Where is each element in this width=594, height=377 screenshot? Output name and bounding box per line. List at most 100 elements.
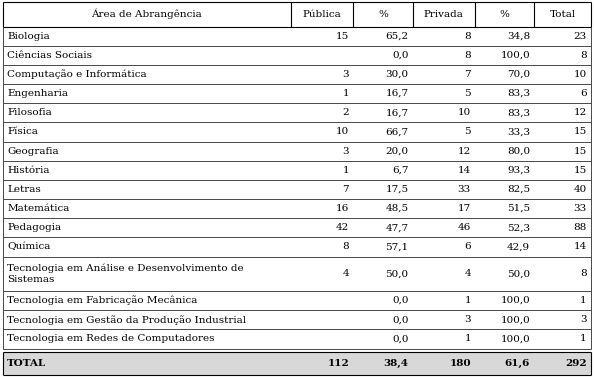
Text: 48,5: 48,5 [386,204,409,213]
Text: Área de Abrangência: Área de Abrangência [91,9,203,20]
Text: Tecnologia em Análise e Desenvolvimento de: Tecnologia em Análise e Desenvolvimento … [7,264,244,273]
Text: 51,5: 51,5 [507,204,530,213]
Text: Sistemas: Sistemas [7,274,55,284]
Text: Privada: Privada [424,10,464,19]
Text: 3: 3 [465,315,471,324]
Text: 33: 33 [458,185,471,194]
Text: 83,3: 83,3 [507,89,530,98]
Text: 8: 8 [580,51,587,60]
Text: Química: Química [7,242,50,251]
Text: 7: 7 [343,185,349,194]
Text: 12: 12 [458,147,471,156]
Text: 93,3: 93,3 [507,166,530,175]
Text: 0,0: 0,0 [392,51,409,60]
Text: 10: 10 [458,108,471,117]
Text: 50,0: 50,0 [386,269,409,278]
Text: 6: 6 [465,242,471,251]
Text: 8: 8 [343,242,349,251]
Text: 15: 15 [574,147,587,156]
Text: 3: 3 [343,147,349,156]
Text: 88: 88 [574,223,587,232]
Text: 83,3: 83,3 [507,108,530,117]
Text: 0,0: 0,0 [392,296,409,305]
Text: Pedagogia: Pedagogia [7,223,61,232]
Text: 1: 1 [465,296,471,305]
Text: 6,7: 6,7 [392,166,409,175]
Text: 15: 15 [574,166,587,175]
Text: 0,0: 0,0 [392,315,409,324]
Text: Engenharia: Engenharia [7,89,68,98]
Text: Tecnologia em Redes de Computadores: Tecnologia em Redes de Computadores [7,334,214,343]
Text: %: % [378,10,388,19]
Text: 0,0: 0,0 [392,334,409,343]
Text: Matemática: Matemática [7,204,69,213]
Text: 100,0: 100,0 [500,334,530,343]
Text: 34,8: 34,8 [507,32,530,41]
Text: 14: 14 [574,242,587,251]
Text: 10: 10 [336,127,349,136]
Text: 1: 1 [580,296,587,305]
Text: 6: 6 [580,89,587,98]
Text: 47,7: 47,7 [386,223,409,232]
Text: 23: 23 [574,32,587,41]
Text: Tecnologia em Gestão da Produção Industrial: Tecnologia em Gestão da Produção Industr… [7,315,247,325]
Text: 1: 1 [580,334,587,343]
Text: Geografia: Geografia [7,147,59,156]
Text: 5: 5 [465,127,471,136]
Text: 65,2: 65,2 [386,32,409,41]
Text: Computação e Informática: Computação e Informática [7,70,147,79]
Text: 112: 112 [327,359,349,368]
Text: Letras: Letras [7,185,41,194]
Text: 100,0: 100,0 [500,315,530,324]
Text: %: % [500,10,510,19]
Text: 12: 12 [574,108,587,117]
Text: Total: Total [549,10,576,19]
Text: Filosofia: Filosofia [7,108,52,117]
Text: 2: 2 [343,108,349,117]
Text: 57,1: 57,1 [386,242,409,251]
Text: 1: 1 [343,89,349,98]
Text: 50,0: 50,0 [507,269,530,278]
Bar [3,352,591,375]
Text: 4: 4 [465,269,471,278]
Text: 40: 40 [574,185,587,194]
Text: TOTAL: TOTAL [7,359,46,368]
Text: 16,7: 16,7 [386,89,409,98]
Text: 4: 4 [343,269,349,278]
Text: 17,5: 17,5 [386,185,409,194]
Text: 52,3: 52,3 [507,223,530,232]
Text: Ciências Sociais: Ciências Sociais [7,51,92,60]
Text: 7: 7 [465,70,471,79]
Text: 80,0: 80,0 [507,147,530,156]
Text: Biologia: Biologia [7,32,50,41]
Text: 14: 14 [458,166,471,175]
Text: 3: 3 [580,315,587,324]
Text: 42: 42 [336,223,349,232]
Text: 8: 8 [465,51,471,60]
Text: Física: Física [7,127,38,136]
Text: 17: 17 [458,204,471,213]
Text: 10: 10 [574,70,587,79]
Text: 15: 15 [574,127,587,136]
Text: 1: 1 [465,334,471,343]
Text: 100,0: 100,0 [500,296,530,305]
Text: 292: 292 [565,359,587,368]
Text: 46: 46 [458,223,471,232]
Text: Pública: Pública [303,10,342,19]
Text: Tecnologia em Fabricação Mecânica: Tecnologia em Fabricação Mecânica [7,296,197,305]
Text: 33,3: 33,3 [507,127,530,136]
Text: 180: 180 [449,359,471,368]
Text: 66,7: 66,7 [386,127,409,136]
Text: 61,6: 61,6 [505,359,530,368]
Text: 20,0: 20,0 [386,147,409,156]
Text: 8: 8 [465,32,471,41]
Text: 42,9: 42,9 [507,242,530,251]
Text: História: História [7,166,50,175]
Text: 82,5: 82,5 [507,185,530,194]
Text: 16,7: 16,7 [386,108,409,117]
Text: 1: 1 [343,166,349,175]
Text: 5: 5 [465,89,471,98]
Text: 70,0: 70,0 [507,70,530,79]
Text: 15: 15 [336,32,349,41]
Text: 16: 16 [336,204,349,213]
